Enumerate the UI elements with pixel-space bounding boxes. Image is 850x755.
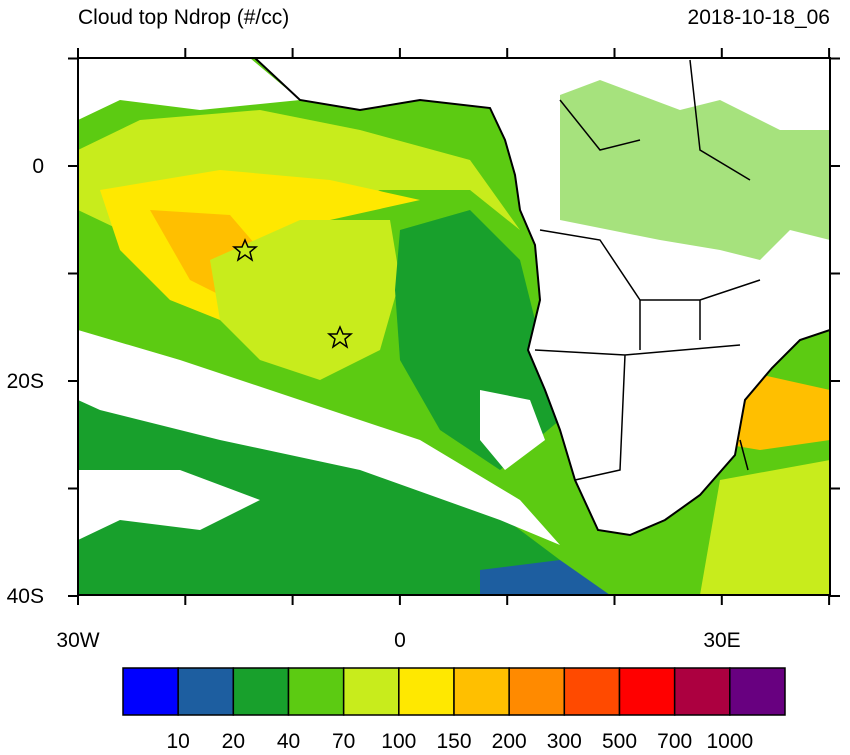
date: 2018-10-18_06 — [688, 6, 830, 29]
clear-sky — [78, 58, 300, 120]
field-area — [700, 460, 830, 595]
colorbar-box — [508, 667, 566, 716]
field-area — [210, 220, 400, 380]
borders — [534, 59, 761, 481]
colorbar-box — [673, 667, 731, 716]
colorbar-label: 20 — [222, 730, 245, 750]
colorbar-box — [342, 667, 400, 716]
clear-sky — [480, 390, 545, 470]
y-tick-label: 0 — [32, 155, 44, 178]
colorbar-box — [453, 667, 510, 716]
site-star — [231, 238, 259, 262]
colorbar-label: 1000 — [706, 730, 753, 750]
plot-frame — [77, 57, 831, 596]
colorbar-box — [232, 667, 290, 716]
y-tick-label: 20S — [7, 370, 44, 393]
x-tick-label: 30W — [56, 629, 99, 652]
colorbar-label: 40 — [277, 730, 300, 750]
title: Cloud top Ndrop (#/cc) — [78, 6, 289, 29]
field-area — [560, 80, 830, 260]
clear-sky — [78, 470, 260, 540]
colorbar-box — [563, 667, 621, 716]
colorbar-box — [122, 667, 179, 716]
site-star — [326, 325, 354, 349]
map-field — [78, 58, 830, 595]
field-area — [480, 560, 610, 595]
clear-sky — [78, 330, 560, 545]
x-tick-label: 0 — [394, 629, 406, 652]
colorbar-label: 10 — [166, 730, 189, 750]
y-tick-label: 40S — [7, 585, 44, 608]
colorbar-box — [729, 667, 786, 716]
axis-ticks: 0 20S 40S 30W 0 30E — [7, 48, 840, 652]
colorbar-box — [398, 667, 455, 716]
colorbar-box — [618, 667, 676, 716]
colorbar-box — [287, 667, 345, 716]
colorbar-label: 300 — [547, 730, 582, 750]
colorbar-label: 500 — [602, 730, 637, 750]
colorbar-label: 700 — [657, 730, 692, 750]
colorbar-label: 70 — [332, 730, 355, 750]
x-tick-label: 30E — [703, 629, 740, 652]
colorbar-label: 100 — [381, 730, 416, 750]
colorbar-label: 150 — [436, 730, 471, 750]
colorbar: 10 20 40 70 100 150 200 300 500 700 1000 — [122, 667, 786, 753]
colorbar-label: 200 — [492, 730, 527, 750]
colorbar-box — [177, 667, 235, 716]
